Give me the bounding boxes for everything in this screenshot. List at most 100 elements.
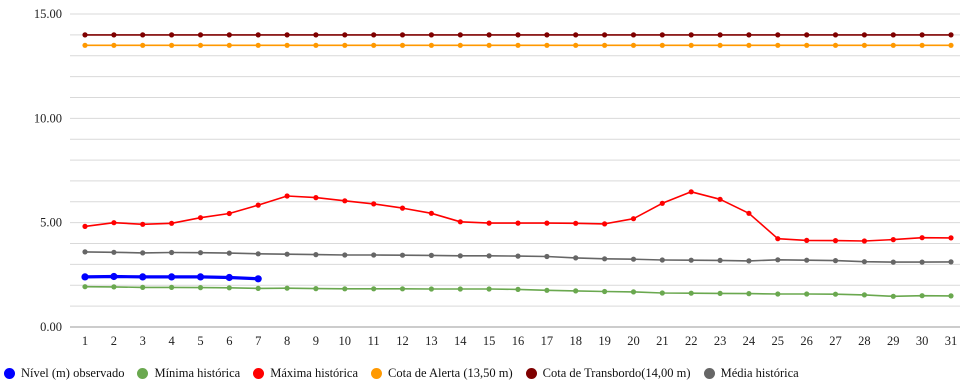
data-point — [832, 291, 839, 297]
data-point — [225, 273, 233, 282]
data-point — [717, 32, 723, 38]
legend-swatch — [703, 368, 715, 379]
x-tick-label: 9 — [313, 334, 319, 348]
data-point — [196, 273, 205, 281]
data-point — [342, 42, 348, 48]
data-point — [457, 42, 463, 48]
data-point — [486, 42, 492, 48]
data-point — [602, 32, 608, 38]
legend-label: Nível (m) observado — [21, 366, 125, 380]
data-point — [659, 257, 665, 263]
x-tick-label: 17 — [541, 334, 554, 348]
data-point — [486, 32, 492, 38]
x-tick-label: 10 — [339, 334, 352, 348]
data-point — [573, 220, 579, 226]
x-tick-label: 6 — [226, 334, 232, 348]
data-point — [255, 285, 261, 291]
data-point — [717, 290, 723, 296]
data-point — [890, 237, 896, 243]
data-point — [630, 289, 637, 295]
data-point — [544, 220, 550, 226]
data-point — [775, 236, 781, 242]
data-point — [746, 32, 752, 38]
data-point — [313, 32, 319, 38]
data-point — [284, 285, 290, 291]
data-point — [226, 32, 232, 38]
data-point — [342, 286, 348, 292]
data-point — [804, 237, 810, 243]
data-point — [688, 42, 694, 48]
data-point — [804, 291, 810, 297]
data-point — [111, 32, 117, 38]
data-point — [919, 259, 925, 265]
data-point — [111, 220, 117, 226]
data-point — [544, 32, 550, 38]
data-point — [110, 272, 118, 281]
data-point — [861, 292, 868, 298]
data-point — [515, 220, 521, 226]
legend-label: Cota de Alerta (13,50 m) — [388, 366, 513, 380]
data-point — [169, 42, 175, 48]
series-4 — [82, 32, 954, 38]
legend-swatch — [137, 368, 149, 379]
x-tick-label: 25 — [772, 334, 785, 348]
x-tick-label: 5 — [197, 334, 203, 348]
data-point — [775, 257, 781, 263]
data-point — [688, 257, 694, 263]
data-point — [81, 273, 89, 281]
data-point — [861, 238, 868, 244]
legend-item: Máxima histórica — [253, 366, 358, 381]
data-point — [602, 256, 608, 262]
data-point — [544, 253, 550, 260]
data-point — [226, 285, 232, 291]
y-tick-label: 5.00 — [40, 216, 62, 230]
data-point — [399, 205, 406, 211]
data-point — [197, 285, 204, 291]
data-point — [573, 255, 579, 261]
data-point — [428, 252, 434, 258]
legend-item: Cota de Alerta (13,50 m) — [371, 366, 513, 381]
data-point — [486, 220, 492, 226]
data-point — [919, 32, 925, 38]
data-point — [82, 284, 88, 290]
data-point — [573, 42, 579, 48]
data-point — [226, 250, 232, 256]
x-tick-label: 13 — [425, 334, 438, 348]
x-tick-label: 26 — [800, 334, 813, 348]
data-point — [515, 32, 521, 38]
data-point — [832, 258, 839, 264]
data-point — [371, 32, 377, 38]
data-point — [515, 286, 521, 292]
series-0 — [81, 272, 262, 283]
data-point — [602, 221, 608, 227]
data-point — [457, 32, 463, 38]
data-point — [457, 253, 463, 259]
legend-item: Média histórica — [703, 366, 799, 381]
data-point — [140, 221, 146, 227]
x-tick-label: 12 — [396, 334, 409, 348]
data-point — [746, 258, 752, 264]
x-tick-label: 16 — [512, 334, 525, 348]
x-tick-label: 15 — [483, 334, 496, 348]
data-point — [255, 202, 261, 208]
data-point — [197, 42, 204, 48]
data-point — [111, 249, 117, 255]
y-tick-label: 0.00 — [40, 320, 62, 334]
data-point — [688, 32, 694, 38]
data-point — [486, 253, 492, 259]
data-point — [457, 286, 463, 292]
x-tick-label: 22 — [685, 334, 698, 348]
data-point — [428, 42, 434, 48]
data-point — [197, 250, 204, 256]
data-point — [804, 32, 810, 38]
data-point — [659, 290, 665, 296]
data-point — [717, 257, 723, 263]
x-tick-label: 2 — [111, 334, 117, 348]
data-point — [746, 210, 752, 216]
data-point — [140, 32, 146, 38]
data-point — [746, 42, 752, 48]
data-point — [948, 293, 954, 299]
x-tick-label: 14 — [454, 334, 467, 348]
data-point — [255, 42, 261, 48]
data-point — [371, 201, 377, 207]
